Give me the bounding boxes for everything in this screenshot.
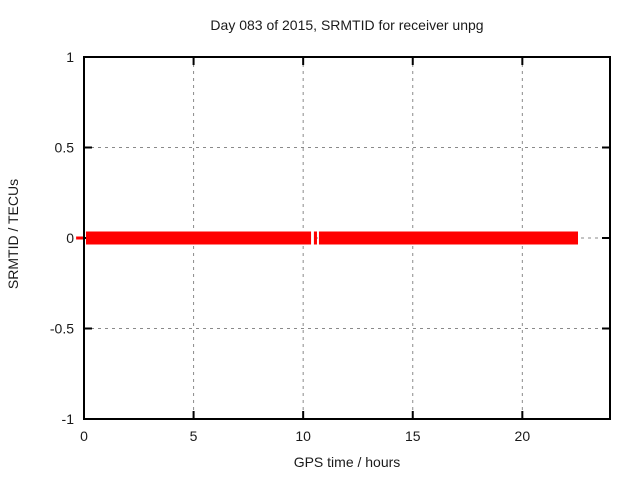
- plot-layer: 0 5 10 15 20 1 0.5 0 -0.5 -1: [50, 49, 611, 444]
- chart-title: Day 083 of 2015, SRMTID for receiver unp…: [210, 17, 483, 33]
- plot-border: [83, 56, 611, 420]
- y-tick-label: 0.5: [55, 140, 75, 156]
- x-tick-label: 20: [515, 428, 531, 444]
- x-tick-label: 0: [80, 428, 88, 444]
- data-line-segment: [85, 231, 312, 245]
- y-tick-label: -1: [62, 411, 75, 427]
- x-tick-label: 10: [295, 428, 311, 444]
- data-line-segment: [313, 231, 317, 245]
- y-tick-label: 0: [66, 230, 74, 246]
- x-axis-label: GPS time / hours: [294, 454, 401, 470]
- data-line-offscale-dash: [76, 236, 84, 240]
- y-tick-label: 1: [66, 49, 74, 65]
- x-tick-label: 5: [190, 428, 198, 444]
- x-tick-label: 15: [405, 428, 421, 444]
- y-tick-label: -0.5: [50, 321, 74, 337]
- y-axis-label: SRMTID / TECUs: [5, 179, 21, 289]
- data-line-segment: [318, 231, 579, 245]
